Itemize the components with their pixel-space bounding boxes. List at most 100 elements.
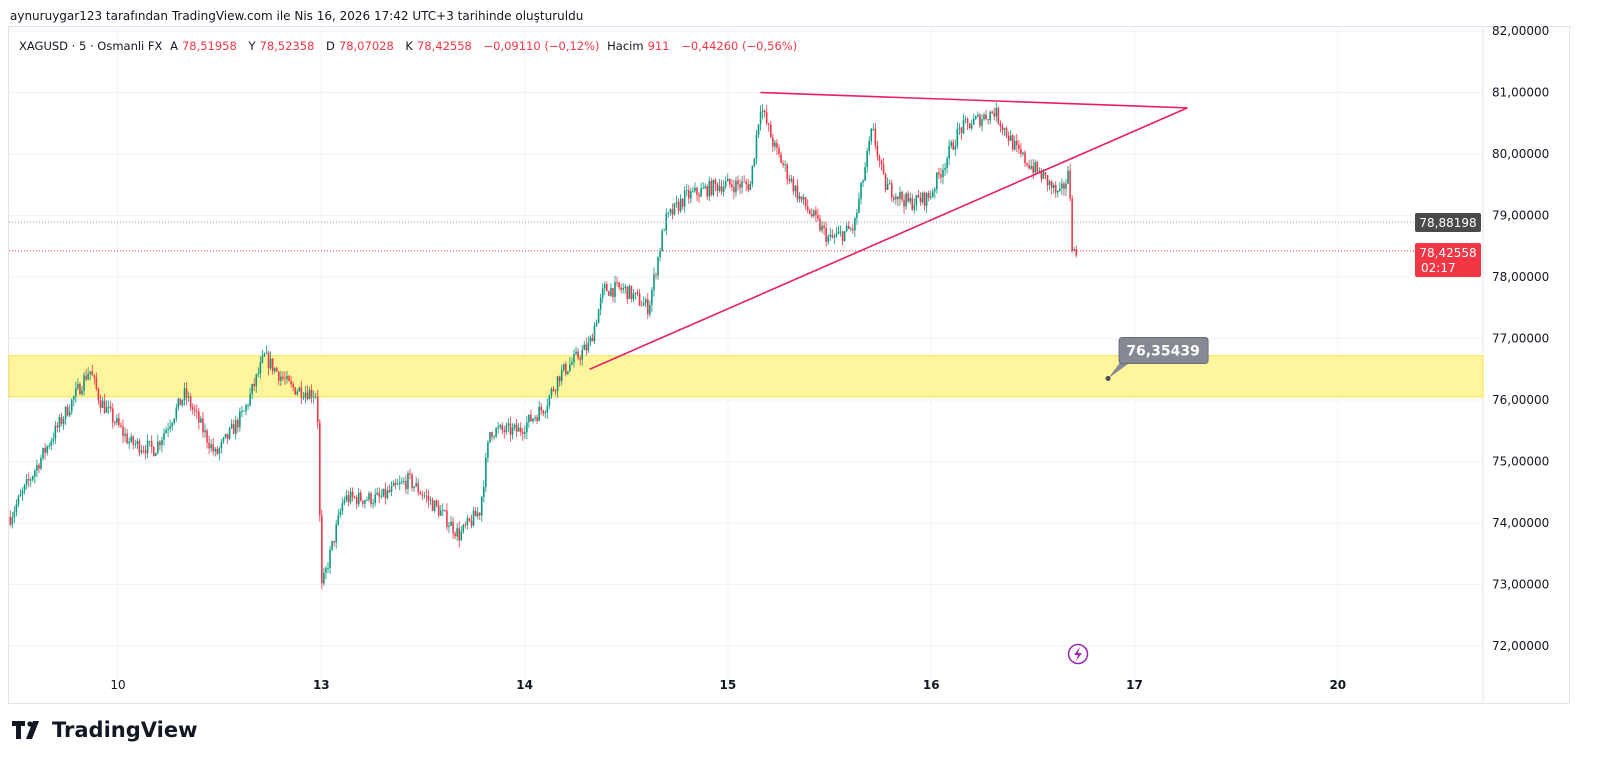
candle-body <box>208 442 210 449</box>
candle <box>784 160 786 172</box>
candle-body <box>292 384 294 388</box>
candle <box>54 421 57 444</box>
candle <box>829 227 832 242</box>
candle-body <box>253 383 256 387</box>
candle <box>946 156 948 174</box>
candle <box>132 435 135 450</box>
candle <box>995 102 998 122</box>
candle-body <box>314 396 317 398</box>
candle-body <box>398 482 401 485</box>
candle-body <box>11 517 14 525</box>
candle-body <box>831 235 834 238</box>
candle <box>854 216 856 238</box>
candle <box>761 103 764 120</box>
candle <box>120 422 122 428</box>
candle <box>895 193 897 205</box>
candle-body <box>995 108 998 117</box>
candle <box>327 561 329 574</box>
candle-body <box>357 492 360 505</box>
candle <box>105 400 108 414</box>
candle <box>339 507 342 518</box>
candle <box>579 355 581 366</box>
candle-body <box>589 337 592 343</box>
candle-body <box>173 418 176 424</box>
symbol-label[interactable]: XAGUSD · 5 · Osmanli FX <box>19 39 163 53</box>
candle <box>302 391 305 401</box>
candle-body <box>200 418 202 423</box>
candle <box>886 177 889 191</box>
candle-body <box>663 230 666 232</box>
candle-body <box>224 433 227 438</box>
callout-anchor <box>1105 375 1111 381</box>
trendline-upper <box>760 91 1188 109</box>
candle <box>1061 178 1063 195</box>
candle-body <box>970 124 973 129</box>
candle <box>62 416 65 430</box>
candle-body <box>25 479 28 485</box>
candle <box>349 487 352 505</box>
candle-body <box>854 218 856 231</box>
candle <box>1046 174 1049 192</box>
candle-body <box>716 184 719 191</box>
candle <box>386 486 389 500</box>
candle <box>487 440 489 463</box>
tradingview-logo[interactable]: TradingView <box>12 718 197 742</box>
candle-body <box>706 186 709 197</box>
candle <box>786 162 789 185</box>
candle <box>981 114 983 132</box>
candle-body <box>21 490 24 495</box>
candle-body <box>273 368 276 372</box>
candle-body <box>109 406 112 409</box>
candle-body <box>796 185 799 200</box>
candle <box>765 104 768 126</box>
candle-body <box>694 187 696 192</box>
candle <box>364 499 366 509</box>
candle-body <box>93 375 96 378</box>
open-label: A <box>170 39 178 53</box>
candle-body <box>437 505 440 516</box>
candle-body <box>847 225 850 229</box>
candle-body <box>1052 184 1055 189</box>
crosshair-price-tag <box>1415 213 1481 232</box>
candle <box>374 488 376 507</box>
candle-body <box>913 205 916 210</box>
candle <box>626 286 629 305</box>
candle <box>58 414 61 433</box>
candle <box>782 160 784 168</box>
candle-body <box>187 396 190 398</box>
candle <box>466 515 469 530</box>
candle <box>923 191 926 211</box>
candle <box>435 499 438 508</box>
candle-body <box>345 495 348 501</box>
candle-body <box>593 325 596 342</box>
candle <box>202 411 204 438</box>
lightning-icon[interactable] <box>1067 643 1089 665</box>
candle <box>677 198 680 215</box>
candle-body <box>1009 135 1012 141</box>
candle-body <box>839 231 842 233</box>
candle <box>661 228 663 252</box>
candle-body <box>181 399 184 406</box>
candle-body <box>644 299 647 304</box>
candle <box>425 489 428 503</box>
candle-body <box>52 439 55 442</box>
candle <box>704 183 707 190</box>
candle-body <box>651 290 653 305</box>
candle <box>403 476 405 485</box>
candle <box>888 179 891 185</box>
candle <box>23 483 26 495</box>
candle <box>409 468 411 480</box>
candle <box>407 470 409 495</box>
candle <box>189 393 192 412</box>
candle-body <box>478 512 481 516</box>
candle-body <box>450 521 452 526</box>
candle-body <box>778 147 780 155</box>
candle <box>733 179 735 199</box>
candle-body <box>269 358 272 369</box>
candle-body <box>759 111 762 125</box>
candle <box>230 419 233 430</box>
candle <box>150 435 153 454</box>
candle <box>679 194 682 214</box>
candle <box>99 394 102 414</box>
